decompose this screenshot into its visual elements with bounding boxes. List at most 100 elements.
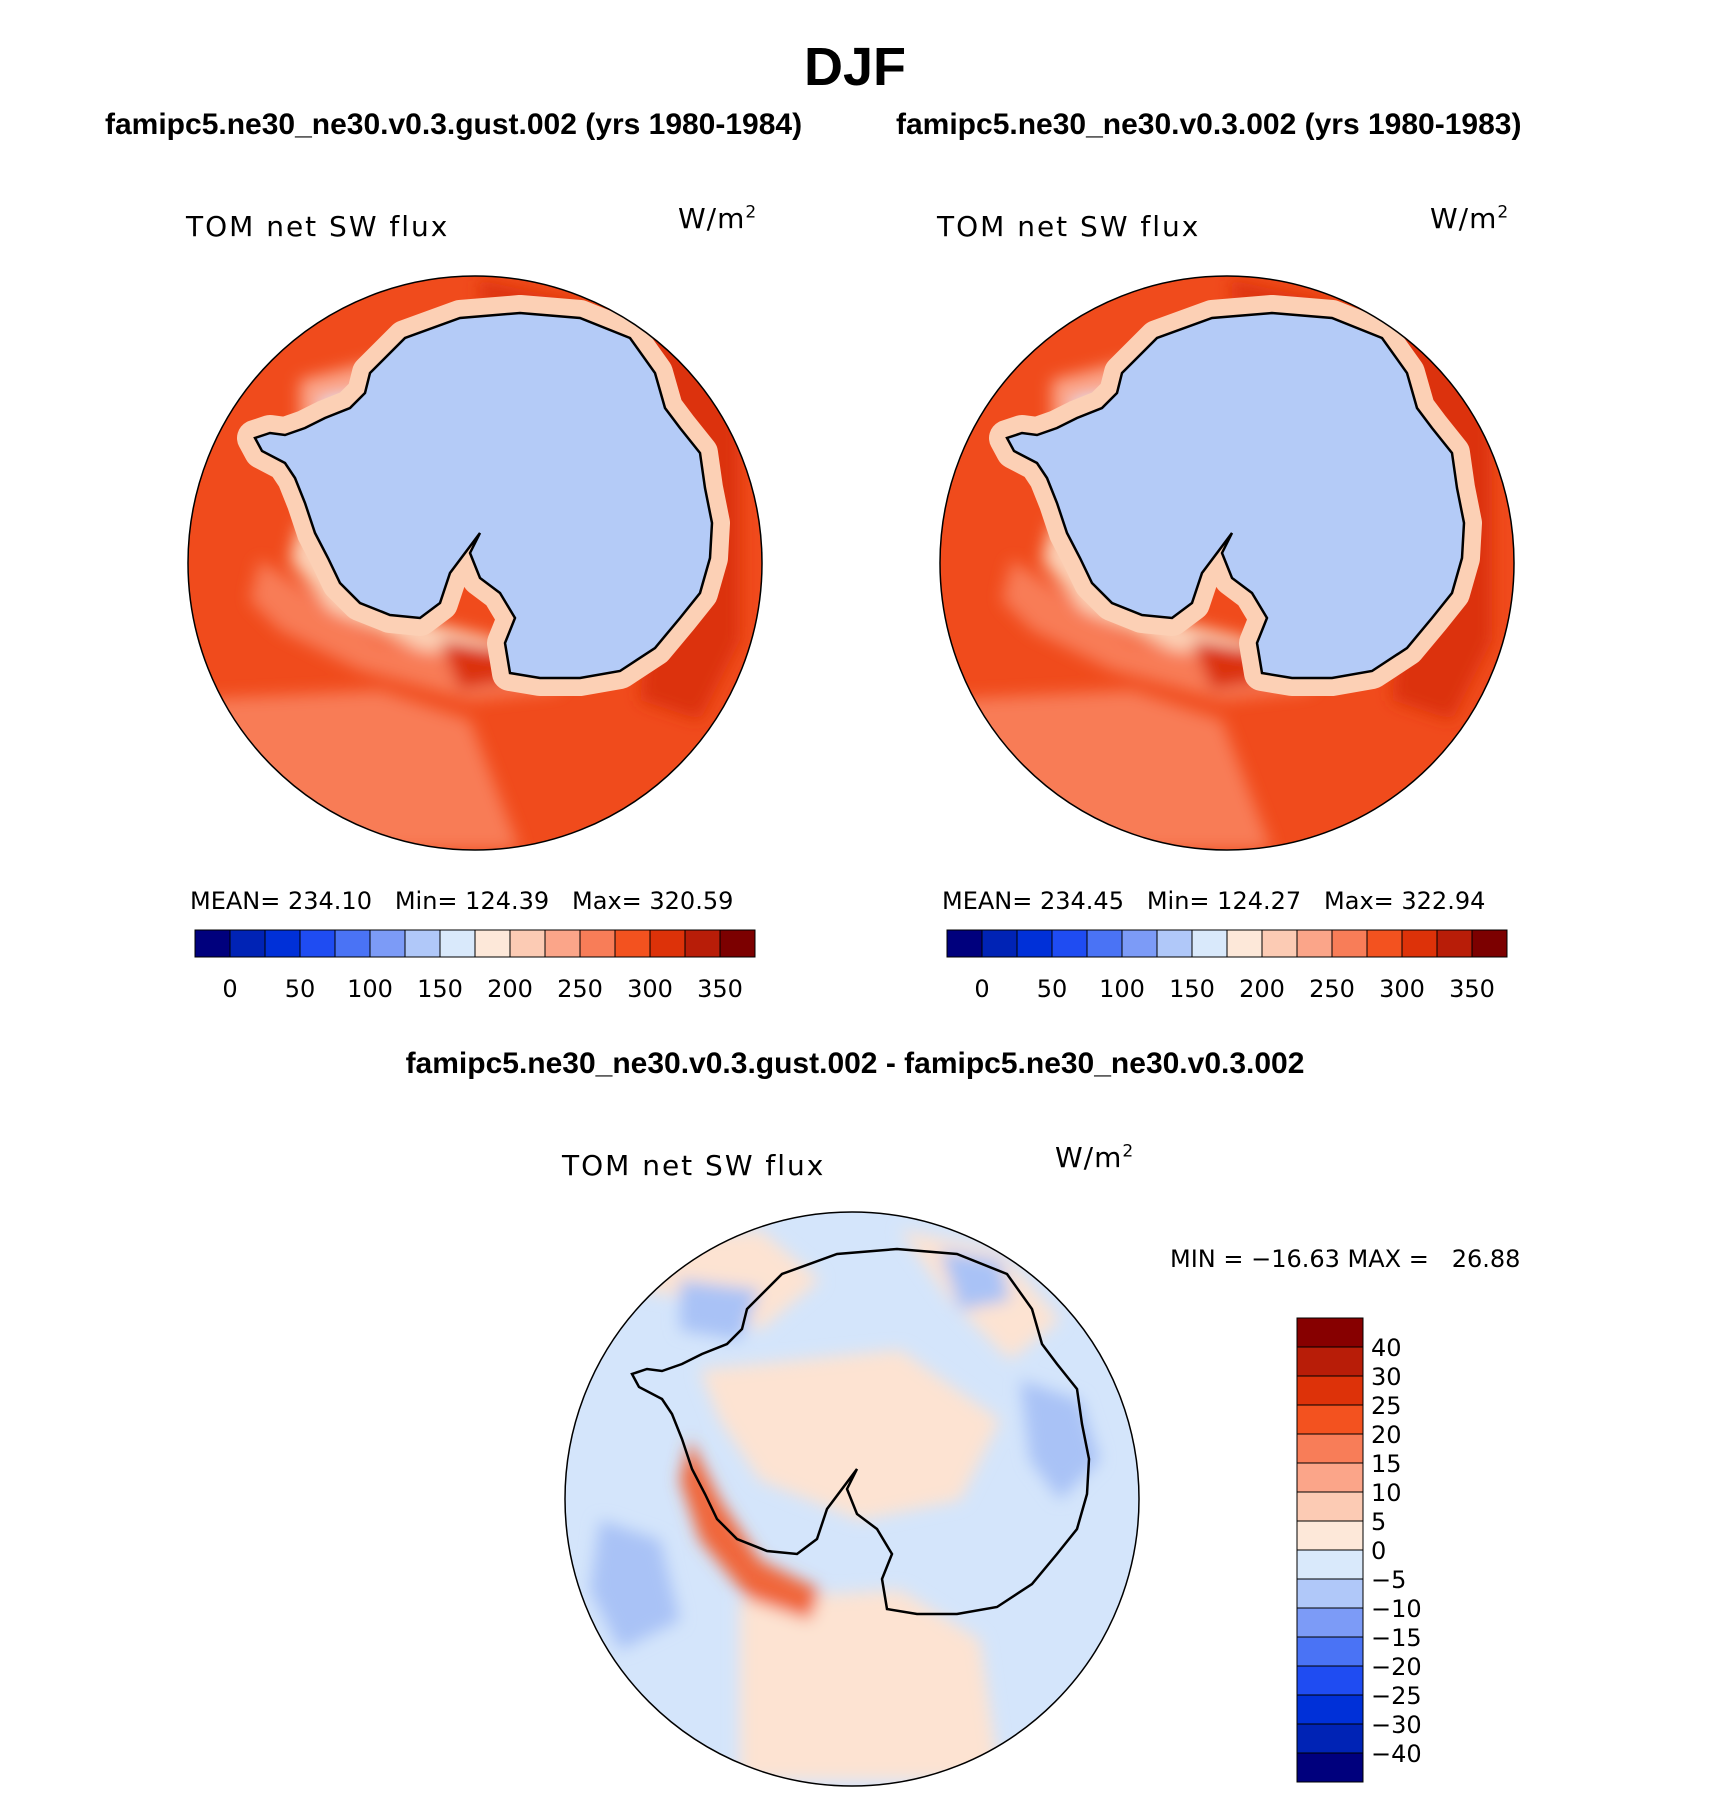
left-colorbar-swatch-12 (614, 929, 651, 958)
right-colorbar-swatch-12 (1366, 929, 1403, 958)
right-colorbar-swatch-7 (1191, 929, 1228, 958)
diff-colorbar-tick-label: −30 (1371, 1711, 1422, 1739)
right-colorbar-swatch-9 (1261, 929, 1298, 958)
right-colorbar-swatch-6 (1156, 929, 1193, 958)
left-colorbar-tick-label: 100 (347, 975, 393, 1003)
right-polar-map (939, 275, 1515, 851)
left-colorbar-tick-label: 300 (627, 975, 673, 1003)
left-variable-label: TOM net SW flux (186, 210, 450, 243)
right-colorbar-tick-label: 150 (1169, 975, 1215, 1003)
left-colorbar-tick-label: 350 (697, 975, 743, 1003)
left-colorbar-swatch-11 (579, 929, 616, 958)
diff-colorbar-swatch-3 (1296, 1404, 1364, 1435)
right-colorbar-tick-label: 250 (1309, 975, 1355, 1003)
right-colorbar-swatch-14 (1436, 929, 1473, 958)
left-colorbar-swatch-5 (369, 929, 406, 958)
right-colorbar-swatch-15 (1471, 929, 1508, 958)
right-units-label: W/m2 (1430, 202, 1510, 235)
diff-units-label: W/m2 (1055, 1141, 1135, 1174)
left-colorbar-swatch-9 (509, 929, 546, 958)
diff-colorbar-tick-label: −15 (1371, 1624, 1422, 1652)
right-colorbar-tick-label: 350 (1449, 975, 1495, 1003)
right-colorbar-swatch-8 (1226, 929, 1263, 958)
left-colorbar: 0 50 100 150 200 250 300 350 (194, 929, 756, 1003)
diff-colorbar-swatch-13 (1296, 1694, 1364, 1725)
left-colorbar-tick-label: 200 (487, 975, 533, 1003)
diff-colorbar-swatch-5 (1296, 1462, 1364, 1493)
diff-colorbar-swatch-1 (1296, 1346, 1364, 1377)
diff-colorbar-swatch-0 (1296, 1317, 1364, 1348)
diff-colorbar-tick-label: 30 (1371, 1363, 1402, 1391)
right-colorbar-swatch-5 (1121, 929, 1158, 958)
left-colorbar-swatch-8 (474, 929, 511, 958)
diff-colorbar-swatch-6 (1296, 1491, 1364, 1522)
diff-colorbar-tick-label: 5 (1371, 1508, 1386, 1536)
diff-colorbar-swatch-7 (1296, 1520, 1364, 1551)
left-stats: MEAN= 234.10 Min= 124.39 Max= 320.59 (190, 887, 734, 915)
right-colorbar-swatch-0 (946, 929, 983, 958)
left-colorbar-swatch-7 (439, 929, 476, 958)
diff-panel-subtitle: famipc5.ne30_ne30.v0.3.gust.002 - famipc… (405, 1047, 1305, 1080)
left-colorbar-tick-label: 0 (222, 975, 237, 1003)
diff-colorbar-tick-label: −5 (1371, 1566, 1406, 1594)
diff-colorbar-tick-label: 0 (1371, 1537, 1386, 1565)
diff-colorbar-swatch-10 (1296, 1607, 1364, 1638)
right-map-border (939, 275, 1515, 851)
diff-colorbar-tick-label: 25 (1371, 1392, 1402, 1420)
left-colorbar-swatch-15 (719, 929, 756, 958)
diff-colorbar-tick-label: 40 (1371, 1334, 1402, 1362)
left-colorbar-swatch-13 (649, 929, 686, 958)
diff-colorbar-swatch-15 (1296, 1752, 1364, 1783)
diff-colorbar-swatch-14 (1296, 1723, 1364, 1754)
left-units-label: W/m2 (678, 202, 758, 235)
diff-colorbar-tick-label: −25 (1371, 1682, 1422, 1710)
left-colorbar-swatch-2 (264, 929, 301, 958)
left-colorbar-swatch-14 (684, 929, 721, 958)
diff-variable-label: TOM net SW flux (562, 1149, 826, 1182)
diff-colorbar-tick-label: −10 (1371, 1595, 1422, 1623)
right-colorbar-swatch-13 (1401, 929, 1438, 958)
diff-polar-map (564, 1211, 1140, 1787)
right-colorbar-swatch-10 (1296, 929, 1333, 958)
right-variable-label: TOM net SW flux (937, 210, 1201, 243)
diff-colorbar-swatch-2 (1296, 1375, 1364, 1406)
diff-colorbar-tick-label: 20 (1371, 1421, 1402, 1449)
right-colorbar-swatch-3 (1051, 929, 1088, 958)
diff-colorbar-tick-label: 10 (1371, 1479, 1402, 1507)
diff-colorbar-swatch-11 (1296, 1636, 1364, 1667)
diff-colorbar-tick-label: −40 (1371, 1740, 1422, 1768)
left-colorbar-swatch-10 (544, 929, 581, 958)
diff-colorbar-swatch-8 (1296, 1549, 1364, 1580)
left-colorbar-swatch-0 (194, 929, 231, 958)
diff-colorbar-swatch-4 (1296, 1433, 1364, 1464)
right-colorbar-swatch-4 (1086, 929, 1123, 958)
left-colorbar-tick-label: 250 (557, 975, 603, 1003)
right-colorbar-swatch-1 (981, 929, 1018, 958)
diff-stats: MIN = −16.63 MAX = 26.88 (1170, 1245, 1521, 1273)
right-colorbar: 0 50 100 150 200 250 300 350 (946, 929, 1508, 1003)
left-panel-subtitle: famipc5.ne30_ne30.v0.3.gust.002 (yrs 198… (105, 108, 803, 141)
left-colorbar-tick-label: 150 (417, 975, 463, 1003)
left-colorbar-tick-label: 50 (285, 975, 316, 1003)
left-colorbar-swatch-4 (334, 929, 371, 958)
left-colorbar-swatch-1 (229, 929, 266, 958)
diff-map-border (564, 1211, 1140, 1787)
right-colorbar-tick-label: 50 (1037, 975, 1068, 1003)
page-title: DJF (803, 37, 906, 97)
left-colorbar-swatch-3 (299, 929, 336, 958)
left-map-border (187, 275, 763, 851)
right-panel-subtitle: famipc5.ne30_ne30.v0.3.002 (yrs 1980-198… (896, 108, 1522, 141)
right-colorbar-tick-label: 100 (1099, 975, 1145, 1003)
right-colorbar-tick-label: 200 (1239, 975, 1285, 1003)
right-stats: MEAN= 234.45 Min= 124.27 Max= 322.94 (942, 887, 1486, 915)
right-colorbar-swatch-11 (1331, 929, 1368, 958)
left-colorbar-swatch-6 (404, 929, 441, 958)
right-colorbar-tick-label: 300 (1379, 975, 1425, 1003)
right-colorbar-swatch-2 (1016, 929, 1053, 958)
right-colorbar-tick-label: 0 (974, 975, 989, 1003)
left-polar-map (187, 275, 763, 851)
diff-colorbar-tick-label: 15 (1371, 1450, 1402, 1478)
diff-colorbar-swatch-9 (1296, 1578, 1364, 1609)
